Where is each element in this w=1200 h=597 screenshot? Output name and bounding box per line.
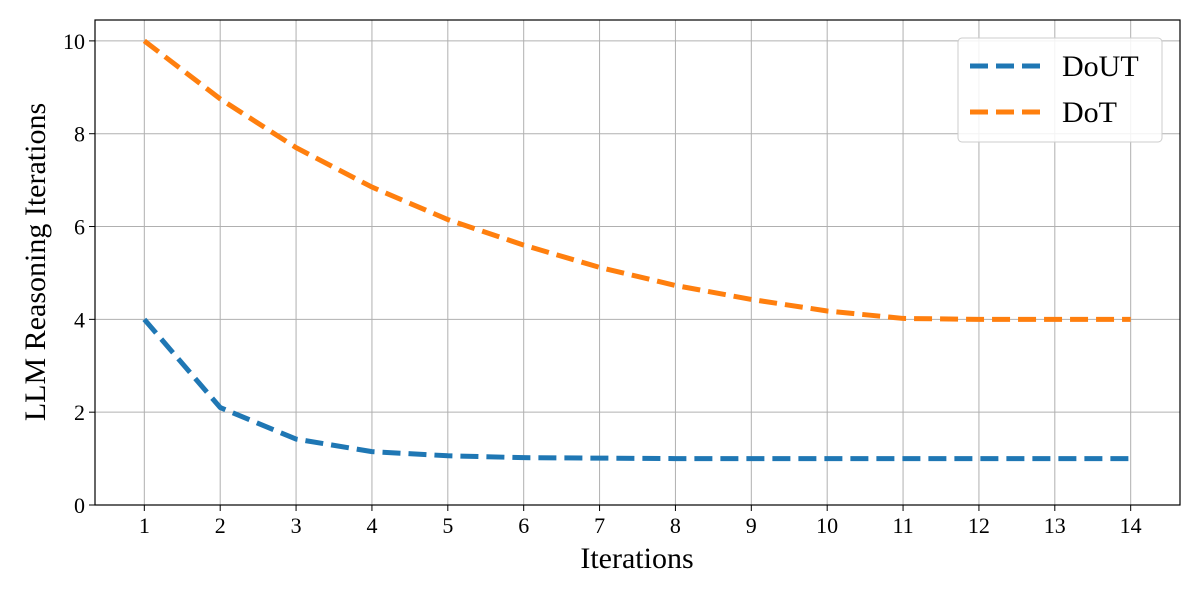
legend-label-dout: DoUT xyxy=(1062,50,1139,83)
y-tick-label: 0 xyxy=(74,493,85,518)
x-tick-label: 14 xyxy=(1120,513,1142,538)
x-tick-label: 4 xyxy=(366,513,377,538)
y-axis-title: LLM Reasoning Iterations xyxy=(19,103,52,421)
legend-label-dot: DoT xyxy=(1062,96,1117,129)
x-axis-ticks: 1 2 3 4 5 6 7 8 9 10 11 12 13 14 xyxy=(139,505,1142,538)
x-tick-label: 6 xyxy=(518,513,529,538)
y-tick-label: 4 xyxy=(74,307,85,332)
x-axis-title: Iterations xyxy=(580,542,693,575)
x-tick-label: 13 xyxy=(1044,513,1066,538)
y-tick-label: 10 xyxy=(63,29,85,54)
series-line-dot xyxy=(142,38,1131,322)
y-tick-label: 8 xyxy=(74,122,85,147)
plot-frame xyxy=(94,19,1181,506)
x-tick-label: 7 xyxy=(594,513,605,538)
x-tick-label: 3 xyxy=(291,513,302,538)
x-tick-label: 8 xyxy=(670,513,681,538)
legend: DoUT DoT xyxy=(957,37,1163,143)
x-tick-label: 10 xyxy=(816,513,838,538)
x-tick-label: 1 xyxy=(139,513,150,538)
x-tick-label: 12 xyxy=(968,513,990,538)
y-axis-ticks: 0 2 4 6 8 10 xyxy=(63,29,95,518)
y-tick-label: 6 xyxy=(74,215,85,240)
series-lines xyxy=(142,38,1131,462)
x-tick-label: 11 xyxy=(892,513,913,538)
series-line-dout xyxy=(142,317,1131,462)
x-tick-label: 2 xyxy=(215,513,226,538)
x-tick-label: 9 xyxy=(746,513,757,538)
y-tick-label: 2 xyxy=(74,400,85,425)
x-tick-label: 5 xyxy=(442,513,453,538)
